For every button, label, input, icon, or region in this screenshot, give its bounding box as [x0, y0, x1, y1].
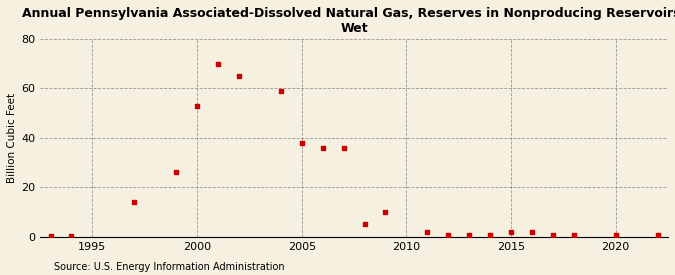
Point — [506, 230, 516, 234]
Y-axis label: Billion Cubic Feet: Billion Cubic Feet — [7, 93, 17, 183]
Point — [45, 234, 56, 238]
Point — [526, 230, 537, 234]
Point — [443, 233, 454, 238]
Point — [359, 222, 370, 227]
Point — [610, 233, 621, 238]
Point — [652, 233, 663, 238]
Point — [66, 234, 77, 238]
Point — [192, 103, 202, 108]
Point — [547, 233, 558, 238]
Point — [296, 141, 307, 145]
Point — [234, 74, 244, 78]
Point — [213, 61, 223, 66]
Point — [275, 89, 286, 93]
Text: Source: U.S. Energy Information Administration: Source: U.S. Energy Information Administ… — [54, 262, 285, 272]
Point — [380, 210, 391, 214]
Point — [485, 233, 495, 238]
Point — [464, 233, 475, 238]
Title: Annual Pennsylvania Associated-Dissolved Natural Gas, Reserves in Nonproducing R: Annual Pennsylvania Associated-Dissolved… — [22, 7, 675, 35]
Point — [317, 145, 328, 150]
Point — [171, 170, 182, 175]
Point — [422, 230, 433, 234]
Point — [338, 145, 349, 150]
Point — [568, 233, 579, 238]
Point — [129, 200, 140, 204]
